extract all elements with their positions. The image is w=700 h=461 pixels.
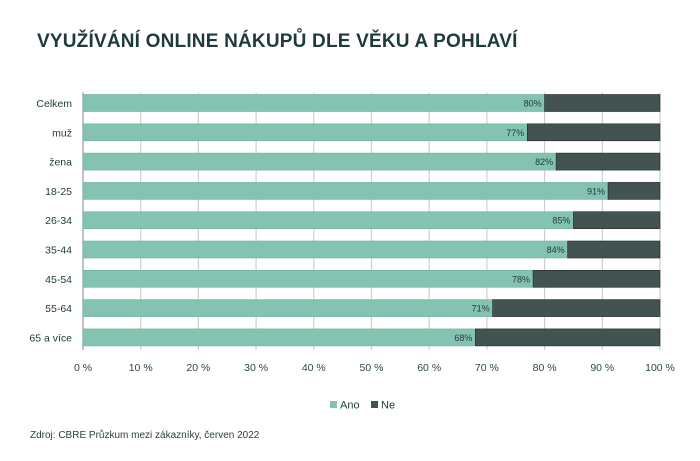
x-tick-label: 60 % <box>417 362 441 374</box>
bar-ne <box>532 269 661 288</box>
bar-ne <box>475 328 661 347</box>
category-label: 35-44 <box>45 245 72 257</box>
data-label: 68% <box>454 333 472 343</box>
x-tick-label: 40 % <box>302 362 326 374</box>
bar-ne <box>544 94 661 112</box>
data-label: 71% <box>472 304 490 314</box>
data-label: 78% <box>512 274 530 284</box>
bar-ano <box>82 152 557 171</box>
data-label: 84% <box>547 245 565 255</box>
legend-label-ne: Ne <box>381 400 395 412</box>
category-label: 65 a více <box>29 332 72 344</box>
category-label: muž <box>52 127 72 139</box>
bar-ano <box>82 328 476 347</box>
x-tick-label: 90 % <box>590 362 614 374</box>
x-tick-label: 30 % <box>244 362 268 374</box>
category-label: Celkem <box>36 98 72 110</box>
data-label: 91% <box>587 186 605 196</box>
x-tick-label: 20 % <box>186 362 210 374</box>
data-label: 85% <box>552 216 570 226</box>
legend-label-ano: Ano <box>340 400 360 412</box>
x-tick-label: 10 % <box>129 362 153 374</box>
bar-ano <box>82 299 493 317</box>
bar-ano <box>82 240 568 259</box>
source-note: Zdroj: CBRE Průzkum mezi zákazníky, červ… <box>30 430 260 441</box>
data-label: 80% <box>524 99 542 109</box>
bar-ano <box>82 211 574 229</box>
bar-ano <box>82 182 609 200</box>
data-label: 82% <box>535 157 553 167</box>
bar-ne <box>526 123 661 142</box>
bar-ne <box>567 240 661 259</box>
data-label: 77% <box>506 128 524 138</box>
x-tick-label: 50 % <box>360 362 384 374</box>
category-label: 55-64 <box>45 303 72 315</box>
category-label: žena <box>49 157 72 169</box>
x-tick-label: 80 % <box>533 362 557 374</box>
bar-ano <box>82 123 528 142</box>
bar-ano <box>82 269 534 288</box>
category-label: 26-34 <box>45 215 72 227</box>
x-tick-label: 70 % <box>475 362 499 374</box>
category-label: 45-54 <box>45 274 72 286</box>
x-tick-label: 100 % <box>645 362 675 374</box>
category-label: 18-25 <box>45 186 72 198</box>
x-tick-label: 0 % <box>74 362 92 374</box>
bar-ne <box>607 182 661 200</box>
legend-swatch-ano <box>330 401 337 408</box>
bar-ne <box>573 211 661 229</box>
bar-ne <box>492 299 661 317</box>
bar-ne <box>555 152 661 171</box>
legend-swatch-ne <box>371 401 378 408</box>
chart-title: VYUŽÍVÁNÍ ONLINE NÁKUPŮ DLE VĚKU A POHLA… <box>37 31 518 52</box>
bar-ano <box>82 94 545 112</box>
